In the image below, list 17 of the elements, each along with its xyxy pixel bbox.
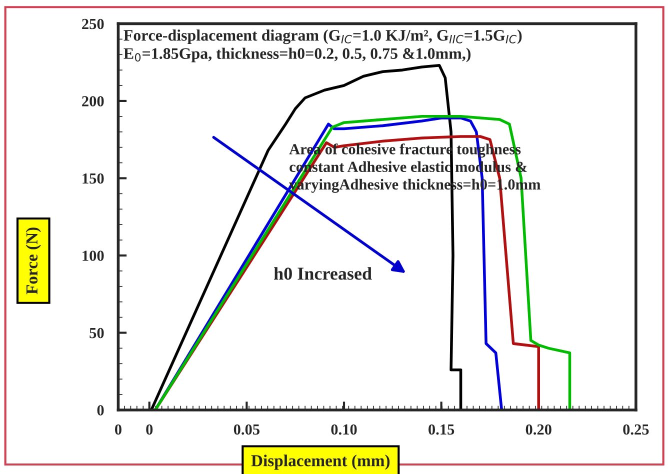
y-tick-label: 0 (97, 405, 104, 416)
x-tick-label: 0.10 (331, 424, 357, 435)
y-tick-label: 200 (82, 96, 104, 106)
y-tick-label: 50 (90, 328, 104, 338)
y-tick-label: 250 (82, 18, 104, 30)
annotation: h0 Increased (274, 267, 372, 280)
x-tick-label: 0.20 (526, 424, 552, 435)
x-tick-label: 0.25 (623, 424, 649, 435)
y-axis-title: Force (N) (26, 228, 41, 294)
y-tick-label: 100 (82, 250, 104, 261)
x-tick-label: 0.15 (428, 424, 454, 435)
y-tick-label: 150 (82, 173, 104, 184)
x-axis-title: Displacement (mm) (251, 454, 390, 470)
x-tick-label: 0 (146, 424, 153, 435)
x-tick-label: 0.05 (234, 424, 260, 435)
x-tick-label: 0 (115, 424, 122, 435)
chart-title: Force-displacement diagram (G$_{IC}$=1.0 KJ/m², G$_{IIC}$=1.5G$_{IC}$) E$_{0}$=1.85Gpa, thickness=h0=0.2, 0.5, 0.75 &1.0mm,) (124, 29, 522, 62)
